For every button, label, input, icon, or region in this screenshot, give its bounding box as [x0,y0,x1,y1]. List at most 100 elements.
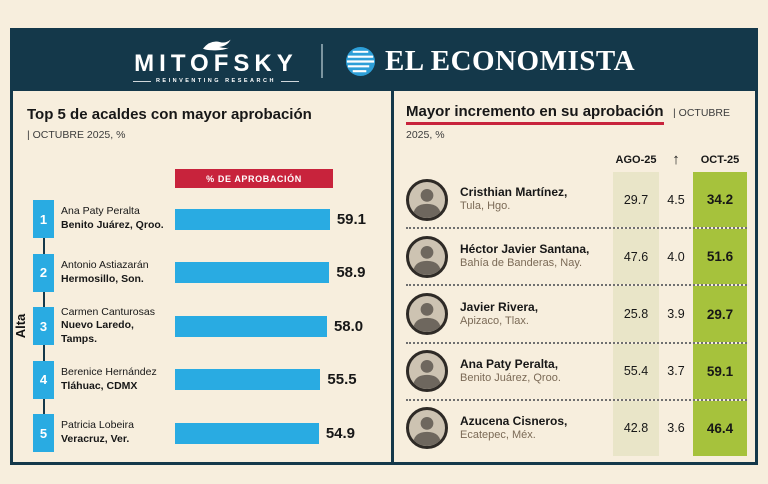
mayor-label: Ana Paty Peralta Benito Juárez, Qroo. [61,205,165,232]
mitofsky-bird-icon [202,39,231,51]
right-panel-title: Mayor incremento en su aprobación [406,103,664,125]
mayor-name: Azucena Cisneros, [460,414,568,429]
person-icon [412,360,442,390]
mayor-label: Carmen Canturosas Nuevo Laredo, Tamps. [61,306,165,347]
ago-value: 25.8 [613,286,659,342]
bar-track: 55.5 [165,369,387,390]
right-panel-subtitle: | OCTUBRE 2025, % [406,107,730,141]
oct-value: 46.4 [693,400,747,457]
left-panel-subtitle: | OCTUBRE 2025, % [27,129,126,141]
approval-value: 58.0 [333,317,364,335]
bar-chart-row: 4 Berenice Hernández Tláhuac, CDMX 55.5 [13,356,387,404]
table-row: Cristhian Martínez, Tula, Hgo. 29.7 4.5 … [406,172,747,228]
approval-bar [175,315,327,337]
divider [132,81,151,82]
bar-chart-row: 3 Carmen Canturosas Nuevo Laredo, Tamps.… [13,302,387,350]
mayor-label: Azucena Cisneros, Ecatepec, Méx. [460,414,609,443]
divider [280,81,299,82]
right-panel-title-row: Mayor incremento en su aprobación | OCTU… [406,103,747,143]
bar-track: 58.9 [165,262,387,283]
mayor-city: Hermosillo, Son. [61,272,144,285]
top5-approval-panel: Top 5 de acaldes con mayor aprobación | … [13,91,391,462]
table-row: Azucena Cisneros, Ecatepec, Méx. 42.8 3.… [406,398,747,457]
approval-bar [175,422,319,444]
mayor-city: Ecatepec, Méx. [460,429,536,442]
economista-wordmark: EL ECONOMISTA [384,44,636,77]
ago-value: 29.7 [613,172,659,228]
approval-value: 54.9 [325,424,356,442]
mayor-name: Berenice Hernández [61,365,157,378]
mayor-city: Apizaco, Tlax. [460,314,529,327]
ago-value: 55.4 [613,343,659,399]
person-icon [412,188,442,218]
mayor-label: Héctor Javier Santana, Bahía de Banderas… [460,242,609,271]
column-header-oct: OCT-25 [700,153,740,166]
avatar [406,235,448,278]
bar-chart-row: 5 Patricia Lobeira Veracruz, Ver. 54.9 [13,409,387,457]
mayor-city: Veracruz, Ver. [61,433,130,445]
bar-track: 58.0 [165,315,387,337]
increase-panel: Mayor incremento en su aprobación | OCTU… [391,91,755,462]
bar-track: 59.1 [165,208,387,230]
mayor-city: Benito Juárez, Qroo. [460,371,561,384]
avatar [406,178,448,221]
mayor-city: Benito Juárez, Qroo. [61,219,164,231]
mitofsky-wordmark: MITOFSKY [134,49,298,77]
mitofsky-logo: MITOFSKY REINVENTING RESEARCH [132,38,299,85]
table-row: Javier Rivera, Apizaco, Tlax. 25.8 3.9 2… [406,284,747,342]
table-row: Ana Paty Peralta, Benito Juárez, Qroo. 5… [406,341,747,399]
mayor-label: Javier Rivera, Apizaco, Tlax. [460,300,609,329]
delta-value: 4.0 [667,249,685,264]
mayor-name: Ana Paty Peralta, [460,356,559,371]
approval-bar [175,262,330,283]
mayor-name: Antonio Astiazarán [61,258,149,271]
infographic-card: MITOFSKY REINVENTING RESEARCH EL ECONOMI… [10,28,758,465]
delta-value: 3.7 [667,364,685,379]
bar-track: 54.9 [165,422,387,444]
oct-value: 29.7 [693,286,747,342]
mayor-name: Ana Paty Peralta [61,205,140,218]
person-icon [412,302,442,332]
approval-value: 58.9 [336,264,366,281]
mayor-name: Patricia Lobeira [61,419,134,432]
logo-separator [320,44,323,78]
oct-value: 51.6 [693,229,747,285]
mayor-label: Ana Paty Peralta, Benito Juárez, Qroo. [460,357,609,386]
avatar [406,293,448,335]
table-row: Héctor Javier Santana, Bahía de Banderas… [406,227,747,285]
header-bar: MITOFSKY REINVENTING RESEARCH EL ECONOMI… [13,31,755,91]
mayor-city: Tula, Hgo. [460,200,511,213]
content-area: Top 5 de acaldes con mayor aprobación | … [13,91,755,462]
mayor-name: Héctor Javier Santana, [460,242,590,257]
mayor-label: Patricia Lobeira Veracruz, Ver. [61,419,165,446]
avatar [406,407,448,450]
rank-badge: 4 [33,360,54,399]
economista-globe-icon [345,46,375,76]
mayor-name: Javier Rivera, [460,299,539,314]
increase-table: Cristhian Martínez, Tula, Hgo. 29.7 4.5 … [406,172,747,457]
up-arrow-icon: ↑ [672,151,680,168]
bar-chart-header: % DE APROBACIÓN [175,169,333,188]
approval-bar [175,208,330,230]
oct-value: 34.2 [693,172,747,228]
person-icon [412,417,442,447]
column-header-ago: AGO-25 [615,153,657,166]
ago-value: 42.8 [613,400,659,457]
mitofsky-tagline-text: REINVENTING RESEARCH [155,77,276,84]
mitofsky-tagline: REINVENTING RESEARCH [132,77,299,85]
bar-chart-row: 1 Ana Paty Peralta Benito Juárez, Qroo. … [13,195,387,243]
rank-badge: 2 [33,253,54,292]
delta-value: 3.9 [667,307,685,321]
person-icon [412,245,442,275]
rank-badge: 1 [33,200,54,238]
mayor-label: Antonio Astiazarán Hermosillo, Son. [61,259,165,286]
mayor-city: Bahía de Banderas, Nay. [460,257,583,270]
economista-logo: EL ECONOMISTA [345,45,635,78]
approval-bar [175,369,321,390]
bar-chart: Alta 1 Ana Paty Peralta Benito Juárez, Q… [13,195,387,457]
delta-value: 3.6 [667,421,685,436]
approval-value: 55.5 [327,371,357,388]
ago-value: 47.6 [613,229,659,285]
avatar [406,350,448,393]
mayor-label: Berenice Hernández Tláhuac, CDMX [61,366,165,393]
